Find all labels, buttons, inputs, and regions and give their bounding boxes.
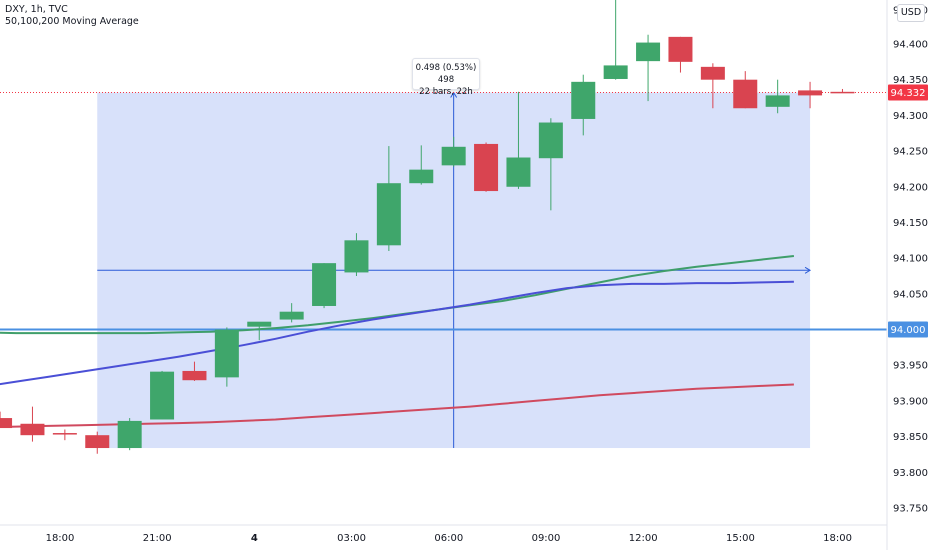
level-price-badge — [888, 321, 928, 338]
price-tick-label: 93.850 — [893, 432, 928, 443]
ma200-line — [0, 383, 794, 428]
candle-body — [538, 122, 563, 159]
ma100-line — [0, 280, 794, 386]
measure-info-box: 0.498 (0.53%) 498 22 bars, 22h — [412, 58, 480, 97]
level-price-label: 94.000 — [891, 325, 926, 336]
candle-body — [150, 371, 175, 420]
candle — [182, 361, 207, 381]
time-tick-label: 03:00 — [337, 533, 366, 544]
candle-body — [571, 81, 596, 119]
price-tick-label: 94.050 — [893, 289, 928, 300]
candle — [798, 81, 823, 109]
candle-body — [506, 157, 531, 187]
candle — [85, 431, 110, 454]
candle — [117, 418, 142, 451]
price-tick-label: 93.900 — [893, 396, 928, 407]
candle — [376, 146, 401, 252]
price-tick-label: 94.150 — [893, 218, 928, 229]
candle — [409, 145, 434, 185]
last-price-label: 94.332 — [891, 88, 926, 99]
symbol-title[interactable]: DXY, 1h, TVC — [5, 4, 68, 15]
candle-body — [668, 36, 693, 62]
candle — [441, 136, 466, 167]
measure-info-bars: 22 bars, 22h — [419, 87, 473, 97]
price-tick-label: 93.800 — [893, 468, 928, 479]
candle-body — [798, 90, 823, 96]
price-tick-label: 94.300 — [893, 111, 928, 122]
indicator-title[interactable]: 50,100,200 Moving Average — [5, 16, 139, 27]
candle-body — [52, 433, 77, 435]
candle — [474, 142, 499, 192]
candle-body — [765, 95, 790, 107]
time-tick-label: 15:00 — [726, 533, 755, 544]
ma50-line — [0, 255, 795, 335]
candle-body — [376, 183, 401, 246]
candle — [538, 118, 563, 211]
price-tick-label: 94.400 — [893, 40, 928, 51]
currency-button[interactable]: USD — [897, 4, 925, 22]
candle-body — [279, 311, 304, 320]
time-tick-label: 09:00 — [532, 533, 561, 544]
time-tick-label: 12:00 — [629, 533, 658, 544]
candle — [20, 406, 45, 442]
candle-body — [20, 423, 45, 436]
candle-body — [312, 263, 337, 306]
price-tick-label: 94.250 — [893, 147, 928, 158]
candle-body — [0, 418, 13, 429]
price-tick-label: 94.100 — [893, 254, 928, 265]
candle — [150, 370, 175, 420]
time-tick-label: 18:00 — [823, 533, 852, 544]
candle-body — [214, 329, 239, 378]
candle-body — [409, 169, 434, 184]
candle-body — [441, 146, 466, 166]
candle-body — [474, 143, 499, 192]
candle — [603, 0, 628, 80]
candle — [247, 321, 272, 341]
candle-body — [733, 79, 758, 109]
time-tick-label: 4 — [251, 533, 258, 544]
price-tick-label: 93.950 — [893, 361, 928, 372]
candle — [830, 88, 855, 94]
candle — [668, 36, 693, 73]
candle — [0, 411, 13, 429]
candle — [312, 263, 337, 309]
candle — [214, 327, 239, 387]
candle-body — [182, 370, 207, 381]
candle — [733, 71, 758, 109]
candle-body — [830, 91, 855, 94]
candle-body — [117, 420, 142, 449]
measure-info-price: 0.498 (0.53%) 498 — [415, 63, 477, 85]
candle — [52, 429, 77, 441]
candle-body — [247, 321, 272, 327]
last-price-badge — [888, 84, 928, 101]
price-tick-label: 93.750 — [893, 504, 928, 515]
measure-arrow-right — [804, 266, 812, 274]
candle — [765, 79, 790, 114]
candle — [636, 34, 661, 102]
candle — [344, 233, 369, 276]
time-tick-label: 21:00 — [143, 533, 172, 544]
candle-body — [85, 435, 110, 449]
candle — [279, 303, 304, 323]
candle — [506, 91, 531, 189]
candle-body — [344, 240, 369, 273]
chart-legend: DXY, 1h, TVC 50,100,200 Moving Average — [5, 4, 139, 28]
candle — [571, 74, 596, 136]
price-tick-label: 94.350 — [893, 75, 928, 86]
candle-body — [603, 65, 628, 79]
candle — [700, 63, 725, 109]
time-tick-label: 18:00 — [46, 533, 75, 544]
candle-body — [636, 42, 661, 62]
time-tick-label: 06:00 — [434, 533, 463, 544]
price-tick-label: 94.200 — [893, 182, 928, 193]
candle-body — [700, 66, 725, 80]
